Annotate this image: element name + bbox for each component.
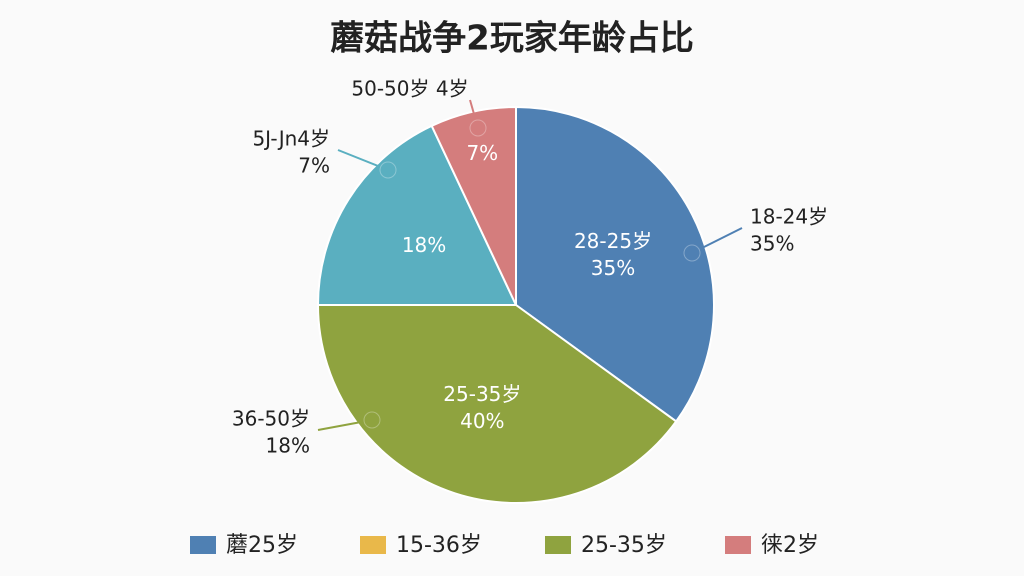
callout-leader	[691, 227, 743, 254]
callout-label: 5J-Jn4岁	[252, 127, 330, 151]
legend-swatch	[190, 536, 216, 554]
legend-label: 25-35岁	[581, 533, 667, 558]
callout-dot	[363, 411, 381, 429]
callout-dot	[469, 119, 487, 137]
callout-label: 18%	[266, 434, 310, 458]
callout-label: 50-50岁 4岁	[351, 77, 468, 101]
slice-value-label: 18%	[402, 233, 446, 257]
legend-label: 徕2岁	[761, 533, 819, 558]
slice-value-label: 7%	[466, 141, 498, 165]
legend-label: 蘑25岁	[226, 533, 298, 558]
pie-slice	[316, 304, 678, 504]
callout-dot	[683, 244, 701, 262]
callout-label: 7%	[298, 154, 330, 178]
pie-slice	[316, 124, 518, 306]
callout-label: 18-24岁	[750, 205, 828, 229]
legend-swatch	[545, 536, 571, 554]
callout-dot	[379, 161, 397, 179]
callout-leader	[337, 149, 389, 171]
legend-swatch	[360, 536, 386, 554]
chart-title: 蘑菇战争2玩家年龄占比	[330, 19, 694, 59]
slice-value-label: 40%	[460, 409, 504, 433]
slice-value-label: 35%	[591, 256, 635, 280]
slice-label: 25-35岁	[443, 382, 521, 406]
legend-swatch	[725, 536, 751, 554]
slice-label: 28-25岁	[574, 229, 652, 253]
callout-label: 35%	[750, 232, 794, 256]
legend-label: 15-36岁	[396, 533, 482, 558]
pie-slice	[515, 105, 715, 423]
callout-label: 36-50岁	[232, 407, 310, 431]
callout-leader	[317, 419, 373, 431]
